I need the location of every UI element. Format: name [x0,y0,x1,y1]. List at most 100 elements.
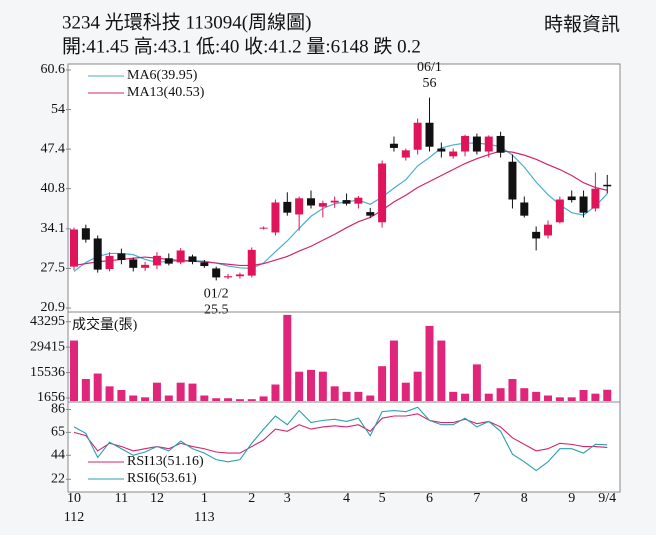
quote: 開:41.45 高:43.1 低:40 收:41.2 量:6148 跌 0.2 [62,35,421,57]
candle-body [389,143,398,148]
candle-body [544,224,552,236]
candle-body [401,150,410,158]
volume-bar [555,397,564,401]
ma-line [73,142,608,272]
candle-body [200,262,209,267]
x-year-label: 113 [194,510,214,525]
candle-body [271,202,280,233]
volume-bar [200,395,209,401]
volume-bar [105,386,114,401]
x-tick-label: 6 [426,491,433,506]
y-tick-label: 60.6 [41,62,66,77]
source: 時報資訊 [544,13,620,35]
volume-bar [520,388,529,401]
volume-bar [389,340,398,401]
legend-label: RSI6(53.61) [127,471,197,486]
y-tick-label: 54 [51,102,65,117]
candle-body [318,203,327,207]
candle-body [105,255,114,270]
candle-body [567,196,576,201]
panel-title: 成交量(張) [72,316,138,333]
candle-body [164,258,173,264]
volume-bar [425,325,434,401]
y-tick-label: 22 [51,471,65,486]
y-tick-label: 1656 [37,390,65,405]
volume-bar [544,395,552,401]
volume-bar [484,393,493,401]
y-tick-label: 47.4 [41,141,66,156]
candle-body [603,184,612,187]
y-tick-label: 34.1 [41,221,66,236]
volume-bar [603,389,612,401]
candle-body [141,264,150,268]
y-tick-label: 43295 [30,314,65,329]
candle-body [496,135,505,153]
volume-bar [188,383,197,401]
x-tick-label: 8 [521,491,528,506]
y-tick-label: 40.8 [41,181,66,196]
volume-bar [472,364,481,401]
candle-body [152,255,161,266]
x-tick-label: 9 [568,491,575,506]
volume-bar [449,391,458,401]
volume-bar [295,371,304,401]
volume-bar [152,382,161,401]
volume-bar [212,398,221,401]
rsi-line [73,406,608,472]
x-tick-label: 9/4 [598,491,616,506]
x-tick-label: 5 [379,491,386,506]
y-tick-label: 86 [51,402,65,417]
candle-body [295,198,304,215]
x-tick-label: 11 [115,491,128,506]
volume-bar [141,397,150,401]
candle-body [283,201,292,213]
candle-body [437,148,446,152]
volume-bar [247,399,256,401]
volume-bar [318,371,327,401]
candle-body [247,249,256,276]
volume-bar [366,395,375,401]
y-tick-label: 65 [51,425,65,440]
candle-body [70,229,78,267]
candle-body [472,136,481,152]
x-tick-label: 2 [248,491,255,506]
volume-bar [176,382,185,401]
candle-body [307,198,315,206]
candle-body [591,188,600,209]
y-tick-label: 15536 [30,365,65,380]
volume-bar [81,379,90,401]
annotation-date: 01/2 [204,287,229,302]
volume-bar [271,384,280,401]
annotation-value: 25.5 [204,303,229,318]
x-tick-label: 3 [284,491,291,506]
volume-bar [437,340,446,401]
volume-bar [93,373,102,401]
volume-bar [413,371,422,401]
title: 3234 光環科技 113094(周線圖) [62,11,311,33]
legend-label: MA6(39.95) [127,68,198,83]
candle-body [532,231,541,239]
candle-body [176,250,185,263]
volume-bar [461,393,470,401]
candle-body [508,161,517,200]
panel-frame [67,401,621,493]
volume-bar [307,369,315,401]
volume-bar [401,382,410,401]
volume-bar [117,390,126,401]
candle-body [117,253,126,261]
volume-bar [330,386,339,401]
candle-body [425,122,434,147]
candle-body [449,151,458,157]
volume-bar [283,314,292,401]
volume-bar [378,366,387,401]
volume-bar [567,397,576,401]
volume-bar [259,396,268,401]
candle-body [188,256,197,262]
candle-body [81,228,90,240]
rsi-line [73,413,608,454]
y-tick-label: 44 [51,447,65,462]
legend-label: RSI13(51.16) [127,454,204,469]
annotation-date: 06/1 [417,60,442,75]
volume-bar [129,395,138,401]
